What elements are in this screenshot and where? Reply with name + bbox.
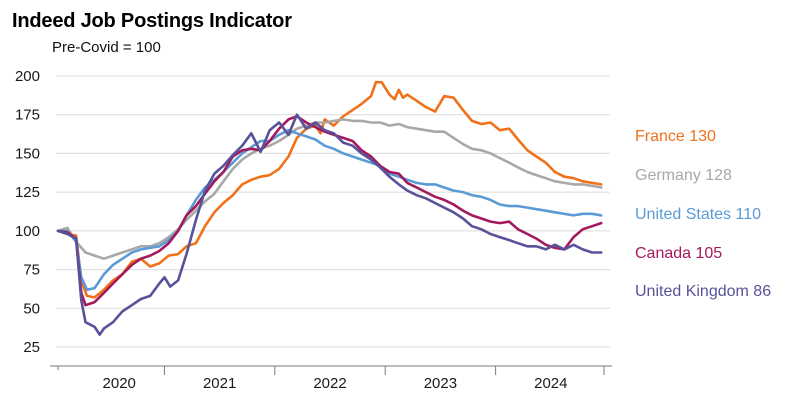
legend-item-canada: Canada 105 — [635, 245, 722, 262]
y-tick-label: 75 — [23, 262, 40, 279]
x-axis: 2020 2021 2022 2023 2024 — [50, 365, 612, 392]
x-tick-label: 2023 — [424, 375, 457, 392]
legend-item-germany: Germany 128 — [635, 167, 732, 184]
series-line-france — [56, 80, 603, 299]
series-line-germany — [56, 118, 603, 260]
y-tick-label: 150 — [15, 145, 40, 162]
x-tick-label: 2022 — [313, 375, 346, 392]
x-tick-label: 2021 — [203, 375, 236, 392]
y-tick-label: 25 — [23, 339, 40, 356]
chart-title: Indeed Job Postings Indicator — [12, 10, 292, 32]
y-tick-label: 50 — [23, 300, 40, 317]
legend-item-france: France 130 — [635, 128, 716, 145]
series-line-canada — [56, 115, 603, 307]
legend-item-united-states: United States 110 — [635, 206, 761, 223]
y-tick-label: 100 — [15, 223, 40, 240]
y-tick-label: 125 — [15, 184, 40, 201]
y-tick-label: 200 — [15, 68, 40, 85]
series-lines — [56, 80, 603, 336]
x-tick-label: 2020 — [103, 375, 136, 392]
series-line-united-kingdom — [56, 113, 603, 336]
x-tick-label: 2024 — [534, 375, 567, 392]
y-axis: 25 50 75 100 125 150 175 200 — [15, 68, 40, 356]
series-line-united-states — [56, 128, 603, 291]
y-tick-label: 175 — [15, 107, 40, 124]
legend-item-united-kingdom: United Kingdom 86 — [635, 283, 771, 300]
gridlines — [56, 75, 610, 348]
legend: France 130 Germany 128 United States 110 Ca… — [635, 128, 771, 300]
chart-subtitle: Pre-Covid = 100 — [52, 39, 161, 56]
